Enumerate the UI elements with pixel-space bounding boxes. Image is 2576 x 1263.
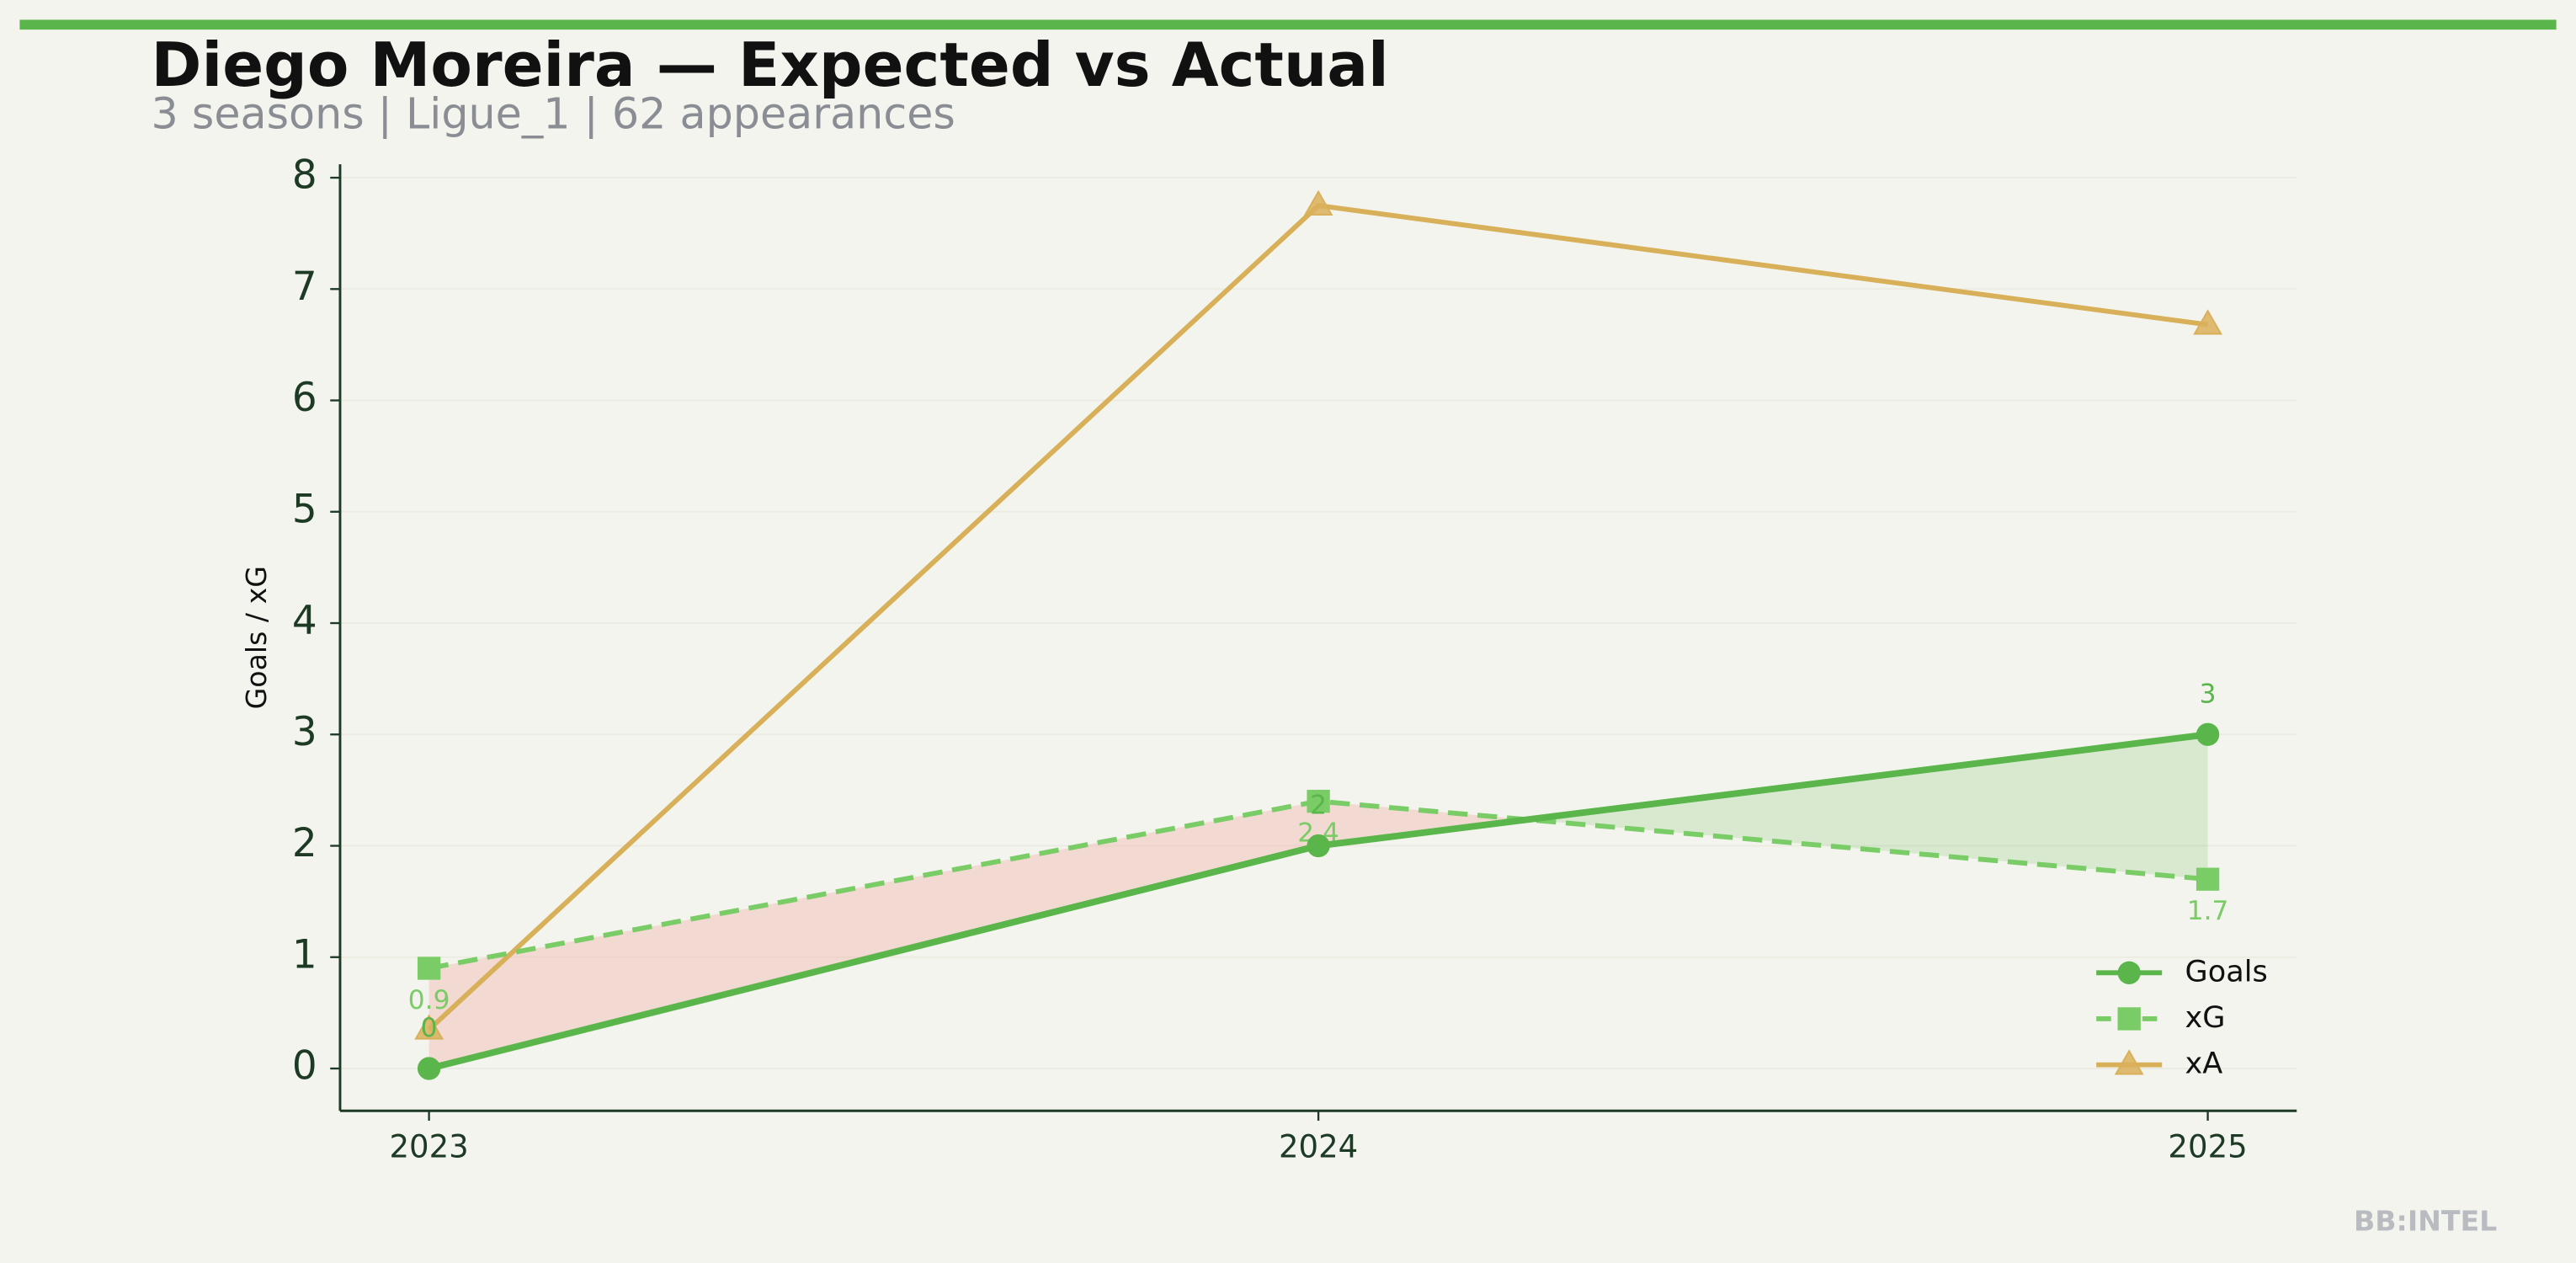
legend: Goals xG xA	[2096, 954, 2268, 1081]
legend-label: Goals	[2185, 954, 2268, 989]
difference-fill	[1318, 801, 1528, 846]
y-tick-label: 1	[292, 932, 317, 978]
top-accent-bar	[19, 19, 2557, 30]
point-marker	[2114, 1049, 2144, 1075]
point-marker	[2193, 309, 2222, 335]
y-tick-label: 6	[292, 376, 317, 421]
y-tick-label: 0	[292, 1044, 317, 1090]
y-tick-label: 7	[292, 264, 317, 310]
legend-label: xG	[2185, 1000, 2226, 1035]
fill-layer	[428, 734, 2208, 1069]
point-marker	[2117, 961, 2141, 984]
point-marker	[1303, 189, 1333, 216]
y-tick-label: 5	[292, 487, 317, 532]
point-marker	[2195, 722, 2220, 746]
y-axis-label: Goals / xG	[240, 566, 273, 709]
difference-fill	[1527, 734, 2208, 880]
point-marker	[2117, 1007, 2141, 1031]
y-tick-label: 3	[292, 710, 317, 755]
data-label: 2	[1310, 791, 1327, 821]
x-tick-label: 2023	[389, 1129, 468, 1165]
y-tick-label: 2	[292, 821, 317, 866]
watermark: BB:INTEL	[2354, 1204, 2497, 1237]
chart-title: Diego Moreira — Expected vs Actual	[152, 30, 1389, 101]
x-tick-label: 2025	[2168, 1129, 2247, 1165]
y-tick-label: 4	[292, 599, 317, 644]
point-marker	[414, 1014, 444, 1040]
difference-fill	[428, 801, 1319, 1069]
data-label: 3	[2200, 679, 2217, 709]
data-label: 0.9	[408, 985, 450, 1015]
point-marker	[1307, 789, 1330, 813]
point-marker	[1307, 834, 1330, 858]
data-label: 1.7	[2187, 896, 2229, 926]
point-marker	[417, 1057, 441, 1080]
legend-label: xA	[2185, 1047, 2223, 1081]
chart-subtitle: 3 seasons | Ligue_1 | 62 appearances	[152, 89, 955, 140]
point-marker	[417, 957, 441, 980]
data-label: 0	[421, 1013, 438, 1043]
y-tick-label: 8	[292, 153, 317, 199]
x-tick-label: 2024	[1279, 1129, 1358, 1165]
axes-layer: 0 1 2 3 4 5 6 7 8 2023 2024 2025	[292, 153, 2297, 1165]
point-marker	[2195, 867, 2220, 891]
